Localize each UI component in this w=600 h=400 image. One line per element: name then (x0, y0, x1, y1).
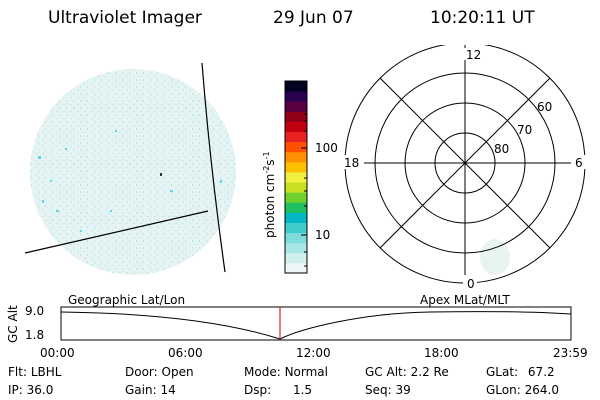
status-dsp: Dsp: 1.5 (244, 383, 313, 397)
instrument-title: Ultraviolet Imager (48, 8, 202, 28)
altitude-timeline (60, 306, 572, 341)
status-flt: Flt: LBHL (8, 365, 62, 379)
colorbar-segment (285, 232, 307, 244)
status-seq: Seq: 39 (365, 383, 411, 397)
timeline-right-title: Apex MLat/MLT (420, 293, 510, 307)
lat-label-60: 60 (537, 100, 552, 114)
date-label: 29 Jun 07 (273, 8, 354, 28)
colorbar-segment (285, 192, 307, 203)
colorbar-segment (285, 202, 307, 213)
timeline-xtick-1200: 12:00 (296, 346, 331, 360)
colorbar-segment (285, 182, 307, 193)
colorbar-segment (285, 101, 307, 112)
colorbar-segment (285, 212, 307, 223)
time-label: 10:20:11 UT (430, 8, 535, 28)
status-glat: GLat: 67.2 (486, 365, 555, 379)
timeline-xtick-1800: 18:00 (424, 346, 459, 360)
timeline-ytick-bottom: 1.8 (25, 328, 45, 342)
lat-label-80: 80 (494, 142, 509, 156)
colorbar-unit-label: photon cm-2s-1 (262, 151, 277, 238)
colorbar-segment (285, 242, 307, 254)
colorbar-segment (285, 141, 307, 153)
status-gc-alt: GC Alt: 2.2 Re (365, 365, 449, 379)
colorbar-segment (285, 262, 307, 274)
status-ip: IP: 36.0 (8, 383, 54, 397)
colorbar (284, 80, 308, 274)
colorbar-segment (285, 151, 307, 163)
status-gain: Gain: 14 (125, 383, 176, 397)
colorbar-segment (285, 252, 307, 264)
status-door: Door: Open (125, 365, 194, 379)
colorbar-segment (285, 91, 307, 102)
lat-label-70: 70 (517, 123, 532, 137)
timeline-xtick-0600: 06:00 (168, 346, 203, 360)
timeline-ylabel: GC Alt (6, 305, 20, 343)
timeline-left-title: Geographic Lat/Lon (68, 293, 186, 307)
mlt-label-6: 6 (575, 156, 583, 170)
colorbar-segment (285, 81, 307, 92)
timeline-xtick-2359: 23:59 (553, 346, 588, 360)
colorbar-segment (285, 111, 307, 122)
mlt-label-0: 0 (467, 277, 475, 291)
status-mode: Mode: Normal (244, 365, 328, 379)
mlt-label-12: 12 (466, 48, 481, 62)
mlt-label-18: 18 (344, 156, 359, 170)
colorbar-tick-100: 100 (315, 141, 338, 155)
status-glon: GLon: 264.0 (486, 383, 559, 397)
meridian-line (24, 210, 209, 254)
colorbar-segment (285, 161, 307, 173)
earth-disk (30, 69, 236, 275)
colorbar-segment (285, 222, 307, 234)
polar-mlt-plot: 12 18 6 0 60 70 80 (340, 45, 587, 291)
colorbar-gradient (285, 81, 307, 274)
colorbar-segment (285, 131, 307, 143)
timeline-ytick-top: 9.0 (25, 304, 45, 318)
colorbar-segment (285, 171, 307, 183)
terminator-line (201, 62, 226, 273)
colorbar-segment (285, 121, 307, 133)
geographic-image (24, 62, 236, 275)
altitude-curve (60, 311, 572, 340)
colorbar-tick-10: 10 (315, 228, 331, 242)
timeline-xtick-0000: 00:00 (40, 346, 75, 360)
